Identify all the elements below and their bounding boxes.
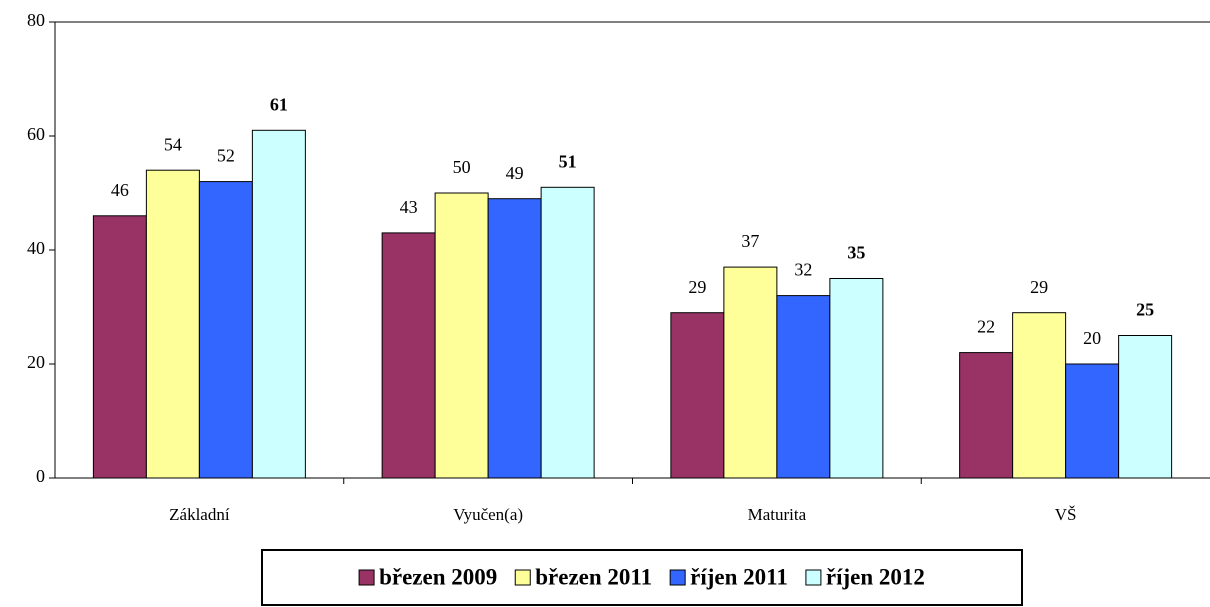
- bar: [1012, 312, 1067, 479]
- legend-swatch: [805, 569, 822, 586]
- legend-swatch: [669, 569, 686, 586]
- legend-label: říjen 2012: [826, 564, 925, 589]
- legend-swatch: [514, 569, 531, 586]
- bar: [1118, 335, 1173, 479]
- x-tick-label: Vyučen(a): [453, 505, 523, 524]
- bar: [829, 278, 884, 479]
- y-tick-label: 80: [27, 10, 45, 30]
- bar: [1065, 363, 1120, 479]
- value-label: 61: [270, 94, 288, 114]
- value-label: 22: [977, 317, 995, 337]
- value-label: 20: [1083, 328, 1101, 348]
- bar: [434, 192, 489, 479]
- bar: [540, 186, 595, 479]
- legend-label: březen 2011: [535, 564, 652, 589]
- value-label: 32: [794, 260, 812, 280]
- x-tick-label: Základní: [169, 505, 230, 524]
- bar: [145, 169, 200, 479]
- value-label: 43: [400, 197, 418, 217]
- y-tick-label: 20: [27, 352, 45, 372]
- x-tick-label: VŠ: [1055, 505, 1077, 524]
- value-label: 54: [164, 134, 182, 154]
- value-label: 29: [688, 277, 706, 297]
- y-tick-label: 60: [27, 124, 45, 144]
- bar: [198, 181, 253, 479]
- value-label: 29: [1030, 277, 1048, 297]
- value-label: 46: [111, 180, 129, 200]
- bar: [670, 312, 725, 479]
- value-label: 37: [741, 231, 759, 251]
- value-label: 25: [1136, 300, 1154, 320]
- x-tick-label: Maturita: [748, 505, 807, 524]
- legend-label: říjen 2011: [690, 564, 788, 589]
- y-tick-label: 0: [36, 466, 45, 486]
- value-label: 35: [847, 243, 865, 263]
- bar: [381, 232, 436, 479]
- value-label: 50: [453, 157, 471, 177]
- legend-box: [261, 549, 1023, 606]
- bar: [92, 215, 147, 479]
- value-label: 49: [506, 163, 524, 183]
- bar: [251, 129, 306, 479]
- bar: [723, 266, 778, 479]
- bar: [959, 352, 1014, 479]
- value-label: 52: [217, 146, 235, 166]
- legend-swatch: [358, 569, 375, 586]
- legend-label: březen 2009: [379, 564, 497, 589]
- bar: [487, 198, 542, 479]
- y-tick-label: 40: [27, 238, 45, 258]
- legend: březen 2009 březen 2011 říjen 2011 říjen 20…: [261, 549, 1023, 606]
- bar: [776, 295, 831, 479]
- value-label: 51: [559, 151, 577, 171]
